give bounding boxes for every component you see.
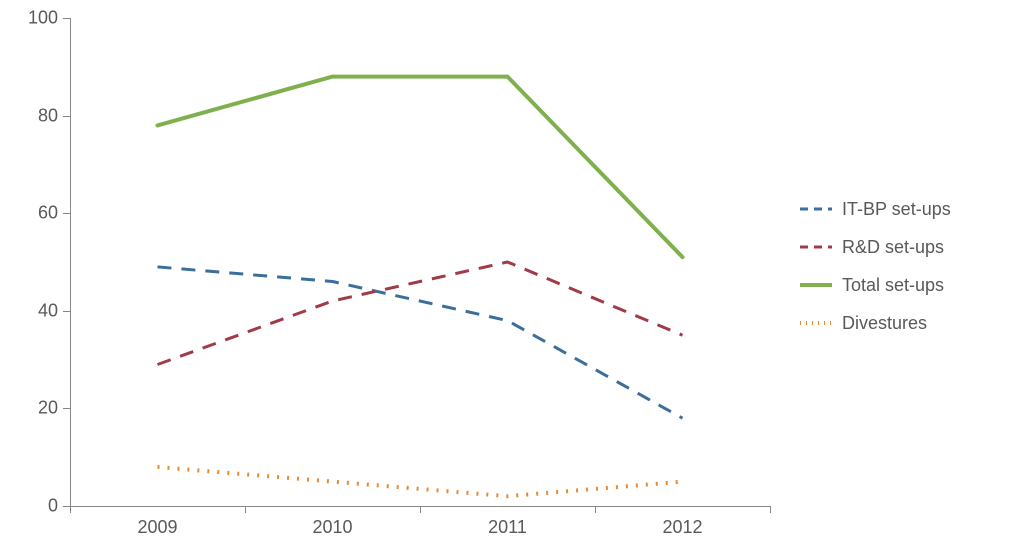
legend-swatch — [800, 277, 832, 293]
series-total-setups — [158, 77, 683, 258]
series-it-bp-setups — [158, 267, 683, 418]
legend-item: Total set-ups — [800, 272, 951, 298]
legend-label: Divestures — [842, 313, 927, 334]
legend-item: IT-BP set-ups — [800, 196, 951, 222]
legend-label: R&D set-ups — [842, 237, 944, 258]
legend-swatch — [800, 315, 832, 331]
legend-item: Divestures — [800, 310, 951, 336]
line-chart: 0204060801002009201020112012IT-BP set-up… — [0, 0, 1016, 542]
legend-item: R&D set-ups — [800, 234, 951, 260]
legend-label: Total set-ups — [842, 275, 944, 296]
legend-swatch — [800, 201, 832, 217]
legend: IT-BP set-ups R&D set-ups Total set-ups Div… — [800, 196, 951, 348]
legend-swatch — [800, 239, 832, 255]
series-rd-setups — [158, 262, 683, 365]
legend-label: IT-BP set-ups — [842, 199, 951, 220]
series-divestures — [158, 467, 683, 496]
